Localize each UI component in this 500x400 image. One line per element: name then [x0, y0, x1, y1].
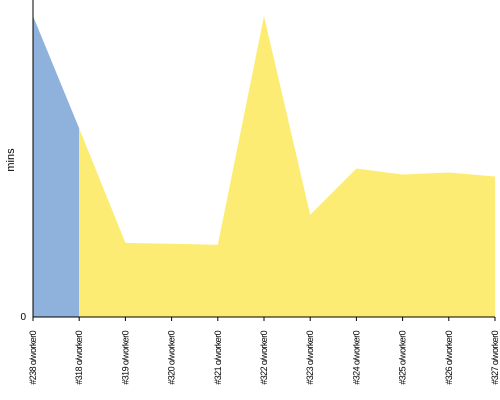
x-tick-label: #326 o/worker0: [444, 330, 454, 384]
x-tick-label: #321 o/worker0: [213, 330, 223, 384]
x-tick-label: #324 o/worker0: [351, 330, 361, 384]
x-tick-label: #322 o/worker0: [259, 330, 269, 384]
x-tick-label: #318 o/worker0: [74, 330, 84, 384]
y-tick-label-zero: 0: [20, 312, 26, 323]
x-tick-label: #320 o/worker0: [167, 330, 177, 384]
x-tick-label: #319 o/worker0: [120, 330, 130, 384]
x-tick-label: #327 o/worker0: [490, 330, 500, 384]
x-tick-labels: #238 o/worker0 #318 o/worker0 #319 o/worke…: [28, 330, 500, 384]
x-tick-label: #238 o/worker0: [28, 330, 38, 384]
x-ticks: [32, 317, 496, 321]
y-axis-label: mins: [5, 148, 17, 172]
series-area-0: [33, 16, 80, 317]
series-area-1: [79, 16, 495, 317]
series-areas: [33, 16, 495, 317]
x-tick-label: #323 o/worker0: [305, 330, 315, 384]
x-tick-label: #325 o/worker0: [398, 330, 408, 384]
